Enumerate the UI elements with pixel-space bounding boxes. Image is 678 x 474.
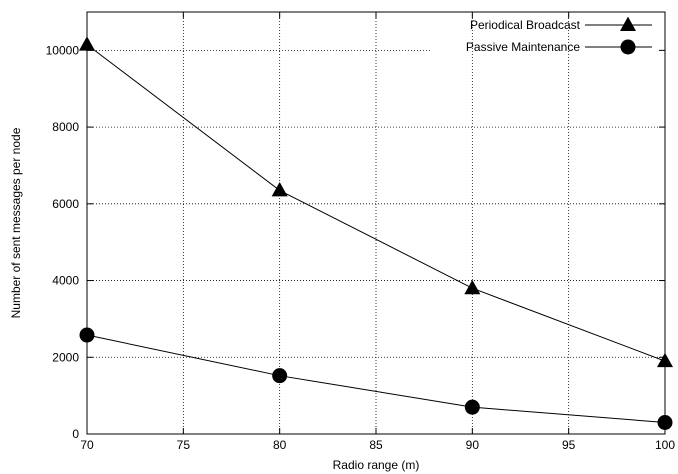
- data-series: [79, 36, 673, 430]
- grid-lines: [87, 12, 665, 434]
- data-point-circle: [464, 399, 480, 415]
- legend-label-periodical-broadcast: Periodical Broadcast: [470, 18, 581, 32]
- y-tick-label: 0: [72, 427, 79, 441]
- y-tick-label: 8000: [52, 120, 79, 134]
- series-line: [86, 334, 666, 423]
- x-tick-label: 80: [273, 438, 287, 452]
- x-tick-label: 70: [80, 438, 94, 452]
- legend-triangle-marker: [620, 16, 636, 31]
- x-tick-label: 90: [466, 438, 480, 452]
- y-tick-label: 4000: [52, 274, 79, 288]
- series-passive-maintenance: [79, 327, 673, 430]
- legend: Periodical Broadcast Passive Maintenance: [466, 16, 652, 55]
- y-tick-label: 2000: [52, 350, 79, 364]
- data-point-triangle: [79, 36, 95, 51]
- data-point-triangle: [271, 181, 288, 197]
- data-point-circle: [272, 368, 288, 384]
- data-point-circle: [657, 414, 673, 430]
- x-tick-label: 75: [177, 438, 191, 452]
- data-point-triangle: [464, 279, 481, 295]
- legend-circle-marker: [620, 39, 636, 55]
- data-point-triangle: [657, 352, 673, 368]
- axis-ticks: 0 2000 4000 6000 8000 10000 70 75 80 85 90 95 100: [46, 12, 675, 452]
- y-axis-label: Number of sent messages per node: [9, 127, 23, 318]
- y-tick-label: 6000: [52, 197, 79, 211]
- series-line: [86, 44, 666, 362]
- data-point-circle: [79, 327, 95, 343]
- series-periodical-broadcast: [79, 36, 673, 368]
- x-tick-label: 95: [562, 438, 576, 452]
- x-tick-label: 85: [369, 438, 383, 452]
- x-tick-label: 100: [655, 438, 675, 452]
- legend-label-passive-maintenance: Passive Maintenance: [466, 40, 580, 54]
- y-tick-label: 10000: [46, 43, 80, 57]
- x-axis-label: Radio range (m): [333, 458, 420, 472]
